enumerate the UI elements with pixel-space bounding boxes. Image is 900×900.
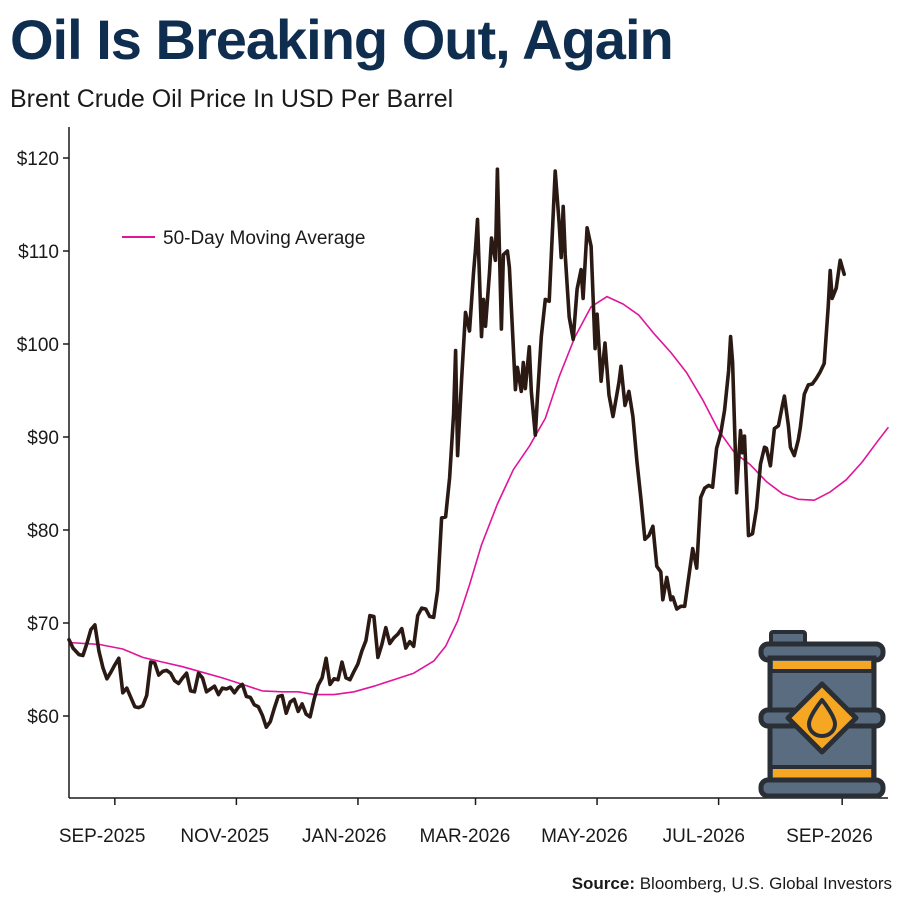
series-group [67, 167, 889, 729]
source-label: Source: [571, 874, 635, 893]
y-tick-label: $90 [27, 428, 59, 449]
y-tick-label: $80 [27, 521, 59, 542]
x-tick-label: SEP-2026 [786, 826, 873, 847]
x-tick-label: NOV-2025 [180, 826, 269, 847]
y-tick-label: $120 [17, 149, 59, 170]
legend: 50-Day Moving Average [122, 228, 365, 249]
chart-subtitle: Brent Crude Oil Price In USD Per Barrel [10, 85, 454, 113]
y-tick-label: $100 [17, 335, 59, 356]
y-tick-label: $110 [18, 242, 59, 263]
x-tick-label: JAN-2026 [302, 826, 387, 847]
x-tick-label: MAY-2026 [541, 826, 628, 847]
oil-drop-icon [807, 698, 837, 738]
x-tick-label: JUL-2026 [663, 826, 745, 847]
source-note: Source: Bloomberg, U.S. Global Investors [572, 874, 892, 894]
chart-title: Oil Is Breaking Out, Again [10, 8, 674, 71]
x-tick-label: MAR-2026 [420, 826, 511, 847]
legend-label-moving-average: 50-Day Moving Average [163, 228, 365, 249]
y-axis: $60 $70 $80 $90 $100 $110 $120 [17, 127, 70, 798]
y-tick-label: $60 [27, 707, 59, 728]
x-tick-label: SEP-2025 [59, 826, 146, 847]
x-axis: SEP-2025 NOV-2025 JAN-2026 MAR-2026 MAY-2026… [59, 797, 888, 847]
source-text: Bloomberg, U.S. Global Investors [634, 874, 892, 893]
series-line-brent-price [67, 167, 846, 729]
y-tick-label: $70 [27, 614, 59, 635]
oil-barrel-icon [758, 630, 886, 799]
series-line-moving-average [68, 295, 889, 696]
